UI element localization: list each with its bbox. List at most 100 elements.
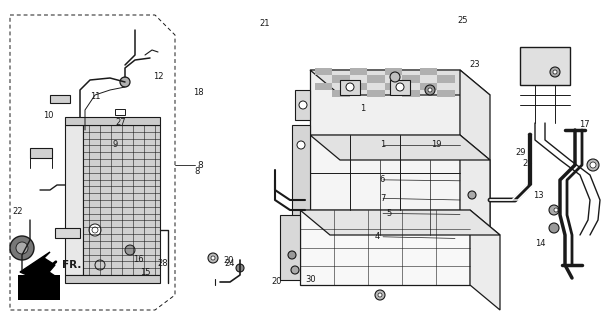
Circle shape [468,191,476,199]
Text: 1: 1 [380,140,385,149]
Polygon shape [420,68,437,75]
Bar [65,117,160,125]
Circle shape [390,72,400,82]
Polygon shape [437,75,455,83]
Polygon shape [310,135,460,210]
Bar [65,275,160,283]
Polygon shape [368,90,385,97]
Circle shape [236,264,244,272]
Text: 19: 19 [431,140,442,149]
Polygon shape [310,135,490,160]
Bar [50,95,70,103]
Text: 7: 7 [380,194,385,203]
Circle shape [95,260,105,270]
Polygon shape [350,83,368,90]
Polygon shape [390,80,410,95]
Text: 24: 24 [224,260,236,268]
Bar [83,125,160,275]
Polygon shape [280,215,300,280]
Polygon shape [333,90,350,97]
Text: 5: 5 [387,209,392,218]
Polygon shape [340,80,360,95]
Text: 8: 8 [197,161,203,170]
Polygon shape [368,75,385,83]
Circle shape [89,224,101,236]
Text: 27: 27 [115,118,126,127]
Polygon shape [333,75,350,83]
Text: 15: 15 [140,268,151,277]
Polygon shape [350,68,368,75]
Polygon shape [402,75,420,83]
Circle shape [375,290,385,300]
Circle shape [550,67,560,77]
Bar [55,228,80,238]
Bar [65,125,83,275]
Circle shape [396,83,404,91]
Text: 20: 20 [223,256,234,265]
Polygon shape [315,68,333,75]
Polygon shape [300,210,500,235]
Bar [520,47,570,85]
Polygon shape [310,70,490,95]
Circle shape [16,242,28,254]
Text: 20: 20 [271,277,282,286]
Polygon shape [437,90,455,97]
Polygon shape [402,90,420,97]
Circle shape [211,256,215,260]
Circle shape [120,77,130,87]
Polygon shape [300,210,470,285]
Polygon shape [460,70,490,235]
Text: 18: 18 [193,88,204,97]
Polygon shape [420,83,437,90]
Text: 30: 30 [305,276,316,284]
Circle shape [92,227,98,233]
Text: 28: 28 [157,260,168,268]
Circle shape [208,253,218,263]
Polygon shape [470,210,500,310]
Circle shape [288,251,296,259]
Circle shape [549,223,559,233]
Polygon shape [20,252,58,285]
Bar [18,275,60,300]
Text: 6: 6 [380,175,385,184]
Circle shape [590,162,596,168]
Text: 9: 9 [113,140,118,149]
Text: FR.: FR. [62,260,81,270]
Text: 8: 8 [194,167,199,176]
Polygon shape [292,125,310,220]
Circle shape [549,205,559,215]
Text: 26: 26 [522,159,533,168]
Polygon shape [315,83,333,90]
Text: 23: 23 [469,60,480,68]
Polygon shape [385,68,402,75]
Text: 11: 11 [90,92,101,101]
Circle shape [346,83,354,91]
Circle shape [297,141,305,149]
Text: 14: 14 [534,239,546,248]
Text: 29: 29 [515,148,526,157]
Text: 22: 22 [12,207,23,216]
Text: 1: 1 [360,104,365,113]
Circle shape [378,293,382,297]
Text: 4: 4 [375,232,380,241]
Circle shape [291,266,299,274]
Polygon shape [460,135,490,235]
Circle shape [553,70,557,74]
Text: 10: 10 [42,111,54,120]
Circle shape [554,208,558,212]
Circle shape [299,101,307,109]
Circle shape [125,245,135,255]
Text: 17: 17 [579,120,590,129]
Text: 13: 13 [533,191,544,200]
Text: 25: 25 [457,16,468,25]
Text: 12: 12 [153,72,164,81]
Circle shape [425,85,435,95]
Text: 21: 21 [259,19,270,28]
Bar [30,148,52,158]
Polygon shape [385,83,402,90]
Circle shape [10,236,34,260]
Polygon shape [295,90,310,120]
Text: 16: 16 [133,255,144,264]
Bar [115,109,125,115]
Polygon shape [310,70,460,210]
